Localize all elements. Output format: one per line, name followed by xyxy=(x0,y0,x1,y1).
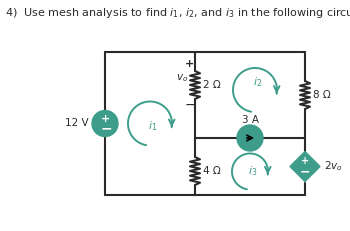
Text: +: + xyxy=(186,59,195,69)
Text: 8 Ω: 8 Ω xyxy=(313,90,331,100)
Text: 3 A: 3 A xyxy=(241,115,259,125)
Circle shape xyxy=(237,125,263,151)
Text: −: − xyxy=(300,166,310,179)
Text: 4 Ω: 4 Ω xyxy=(203,166,221,176)
Text: +: + xyxy=(301,156,309,167)
Text: $v_o$: $v_o$ xyxy=(176,72,188,84)
Text: $2v_o$: $2v_o$ xyxy=(324,160,343,173)
Circle shape xyxy=(92,110,118,137)
Text: 12 V: 12 V xyxy=(65,119,89,128)
Text: −: − xyxy=(100,122,112,136)
Text: 2 Ω: 2 Ω xyxy=(203,80,221,90)
Text: −: − xyxy=(184,98,196,112)
Text: $i_3$: $i_3$ xyxy=(248,165,258,178)
Text: +: + xyxy=(102,115,111,125)
Polygon shape xyxy=(290,152,320,182)
Text: $i_1$: $i_1$ xyxy=(148,120,158,133)
Text: 4)  Use mesh analysis to find $i_1$, $i_2$, and $i_3$ in the following circuit: 4) Use mesh analysis to find $i_1$, $i_2… xyxy=(5,6,350,20)
Text: $i_2$: $i_2$ xyxy=(253,75,262,89)
